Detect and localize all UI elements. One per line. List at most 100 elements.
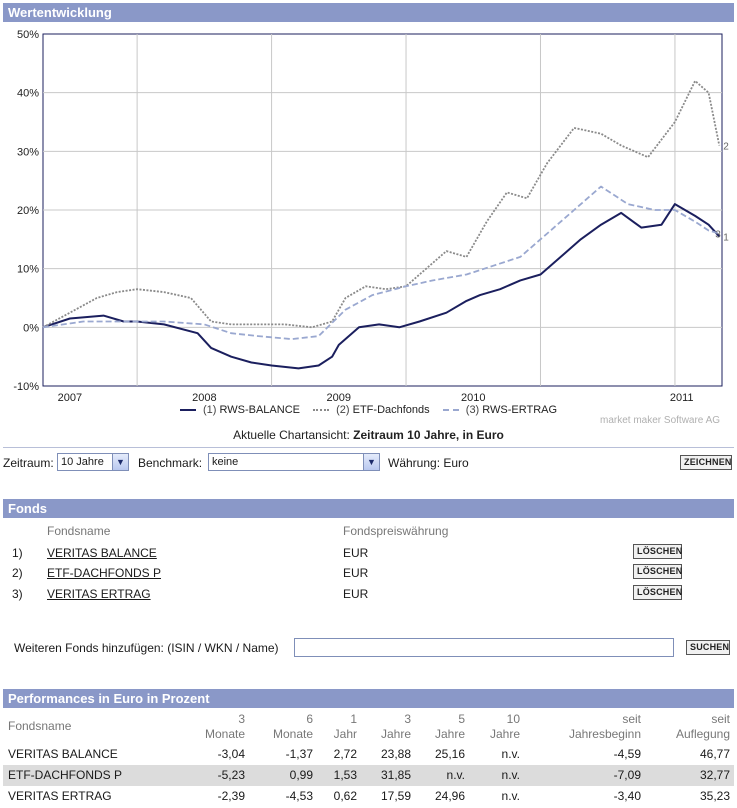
perf-col-y10-bottom: Jahre (489, 727, 520, 741)
perf-y1: 1,53 (333, 768, 357, 782)
perf-y3: 17,59 (380, 789, 411, 803)
loeschen-button[interactable]: LÖSCHEN (633, 564, 682, 579)
legend-number-1: (1) (202, 404, 217, 416)
loeschen-button[interactable]: LÖSCHEN (633, 544, 682, 559)
perf-col-m3-top: 3 (238, 712, 245, 726)
fonds-link[interactable]: VERITAS ERTRAG (47, 587, 151, 601)
perf-row: ETF-DACHFONDS P -5,23 0,99 1,53 31,85 n.… (3, 765, 734, 786)
legend-item-2: (2) ETF-Dachfonds (313, 404, 430, 416)
chart-credit: market maker Software AG (600, 415, 721, 426)
perf-header-row: Fondsname 3 Monate 6 Monate 1 Jahr 3 Jah… (3, 710, 734, 744)
fonds-col-name: Fondsname (47, 524, 111, 538)
chart-legend: (1) RWS-BALANCE (2) ETF-Dachfonds (3) RW… (0, 404, 737, 416)
fonds-section-title: Fonds (3, 499, 734, 518)
perf-y5: 24,96 (434, 789, 465, 803)
perf-col-ytd-top: seit (622, 712, 641, 726)
series-end-marker-3: 3 (715, 229, 721, 240)
fonds-col-currency: Fondspreiswährung (343, 524, 449, 538)
chevron-down-icon[interactable]: ▼ (363, 454, 379, 470)
y-tick-label: 30% (17, 146, 39, 158)
y-tick-label: -10% (13, 381, 39, 393)
legend-swatch-1 (179, 409, 196, 412)
legend-label-3: RWS-ERTRAG (482, 404, 558, 416)
zeitraum-select[interactable]: 10 Jahre ▼ (57, 453, 129, 471)
waehrung-label: Währung: Euro (388, 456, 469, 470)
perf-y10: n.v. (501, 768, 520, 782)
perf-inc: 46,77 (699, 747, 730, 761)
legend-swatch-3 (442, 409, 459, 412)
chart-section-title: Wertentwicklung (3, 3, 734, 22)
performance-chart-svg: 50% 40% 30% 20% 10% 0% -10% 2007 2008 2009 2010 201… (13, 29, 729, 402)
series-line-1 (42, 203, 721, 370)
perf-y3: 31,85 (380, 768, 411, 782)
perf-name: ETF-DACHFONDS P (8, 768, 122, 782)
x-tick-label: 2007 (58, 392, 82, 402)
fonds-row: 2) ETF-DACHFONDS P EUR LÖSCHEN (3, 563, 734, 583)
perf-col-m3-bottom: Monate (204, 727, 245, 741)
add-fonds-label: Weiteren Fonds hinzufügen: (ISIN / WKN /… (14, 641, 279, 655)
benchmark-select[interactable]: keine ▼ (208, 453, 380, 471)
zeitraum-value: 10 Jahre (61, 456, 104, 468)
perf-row: VERITAS BALANCE -3,04 -1,37 2,72 23,88 2… (3, 744, 734, 765)
loeschen-button[interactable]: LÖSCHEN (633, 585, 682, 600)
fonds-row-number: 3) (12, 587, 23, 601)
perf-ytd: -7,09 (613, 768, 641, 782)
perf-m3: -5,23 (217, 768, 245, 782)
series-line-2 (42, 80, 721, 329)
fonds-currency: EUR (343, 587, 369, 601)
x-tick-label: 2008 (192, 392, 216, 402)
suchen-button[interactable]: SUCHEN (686, 640, 730, 655)
perf-col-inc-top: seit (711, 712, 730, 726)
fonds-row-number: 1) (12, 546, 23, 560)
current-chart-view: Aktuelle Chartansicht: Zeitraum 10 Jahre… (0, 428, 737, 442)
current-view-prefix: Aktuelle Chartansicht: (233, 428, 350, 442)
fonds-row-number: 2) (12, 566, 23, 580)
perf-name: VERITAS BALANCE (8, 747, 118, 761)
perf-col-y5-top: 5 (458, 712, 465, 726)
perf-m3: -3,04 (217, 747, 245, 761)
legend-swatch-2 (313, 409, 330, 412)
perf-m3: -2,39 (217, 789, 245, 803)
y-tick-label: 40% (17, 88, 39, 100)
perf-inc: 32,77 (699, 768, 730, 782)
perf-y5: n.v. (446, 768, 465, 782)
perf-col-y10-top: 10 (506, 712, 520, 726)
benchmark-value: keine (212, 456, 239, 468)
fonds-link[interactable]: VERITAS BALANCE (47, 546, 157, 560)
perf-col-y5-bottom: Jahre (434, 727, 465, 741)
perf-y5: 25,16 (434, 747, 465, 761)
add-fonds-input[interactable] (294, 638, 674, 657)
perf-col-y3-top: 3 (404, 712, 411, 726)
legend-number-3: (3) (465, 404, 480, 416)
perf-col-m6-bottom: Monate (272, 727, 313, 741)
series-end-marker-1: 1 (723, 232, 729, 243)
fonds-link[interactable]: ETF-DACHFONDS P (47, 566, 161, 580)
x-tick-label: 2010 (461, 392, 485, 402)
series-end-marker-2: 2 (723, 141, 729, 152)
x-tick-label: 2009 (327, 392, 351, 402)
chevron-down-icon[interactable]: ▼ (112, 454, 128, 470)
legend-label-1: RWS-BALANCE (219, 404, 300, 416)
legend-item-3: (3) RWS-ERTRAG (442, 404, 558, 416)
y-tick-label: 20% (17, 205, 39, 217)
chart-controls: Zeitraum: 10 Jahre ▼ Benchmark: keine ▼ … (3, 453, 734, 473)
perf-ytd: -3,40 (613, 789, 641, 803)
perf-name: VERITAS ERTRAG (8, 789, 112, 803)
fonds-currency: EUR (343, 566, 369, 580)
perf-col-inc-bottom: Auflegung (675, 727, 730, 741)
perf-row: VERITAS ERTRAG -2,39 -4,53 0,62 17,59 24… (3, 786, 734, 807)
fonds-header-row: Fondsname Fondspreiswährung (3, 521, 734, 541)
perf-col-y1-bottom: Jahr (333, 727, 357, 741)
zeitraum-label: Zeitraum: (3, 456, 54, 470)
perf-ytd: -4,59 (613, 747, 641, 761)
perf-y3: 23,88 (380, 747, 411, 761)
perf-inc: 35,23 (699, 789, 730, 803)
divider (3, 447, 734, 448)
perf-m6: 0,99 (289, 768, 313, 782)
perf-y10: n.v. (501, 747, 520, 761)
perf-y10: n.v. (501, 789, 520, 803)
legend-number-2: (2) (336, 404, 350, 416)
benchmark-label: Benchmark: (138, 456, 203, 470)
perf-section-title: Performances in Euro in Prozent (3, 689, 734, 708)
zeichnen-button[interactable]: ZEICHNEN (680, 455, 732, 470)
